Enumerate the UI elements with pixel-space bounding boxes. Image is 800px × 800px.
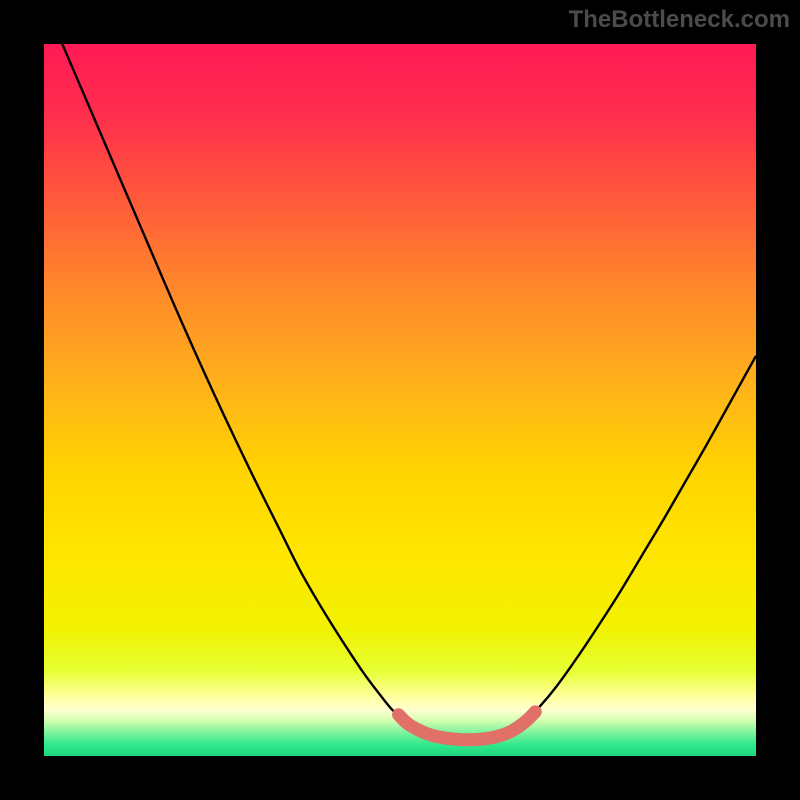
- chart-container: TheBottleneck.com: [0, 0, 800, 800]
- plot-area: [44, 44, 756, 756]
- chart-svg: [44, 44, 756, 756]
- gradient-background: [44, 44, 756, 756]
- watermark-text: TheBottleneck.com: [569, 6, 790, 34]
